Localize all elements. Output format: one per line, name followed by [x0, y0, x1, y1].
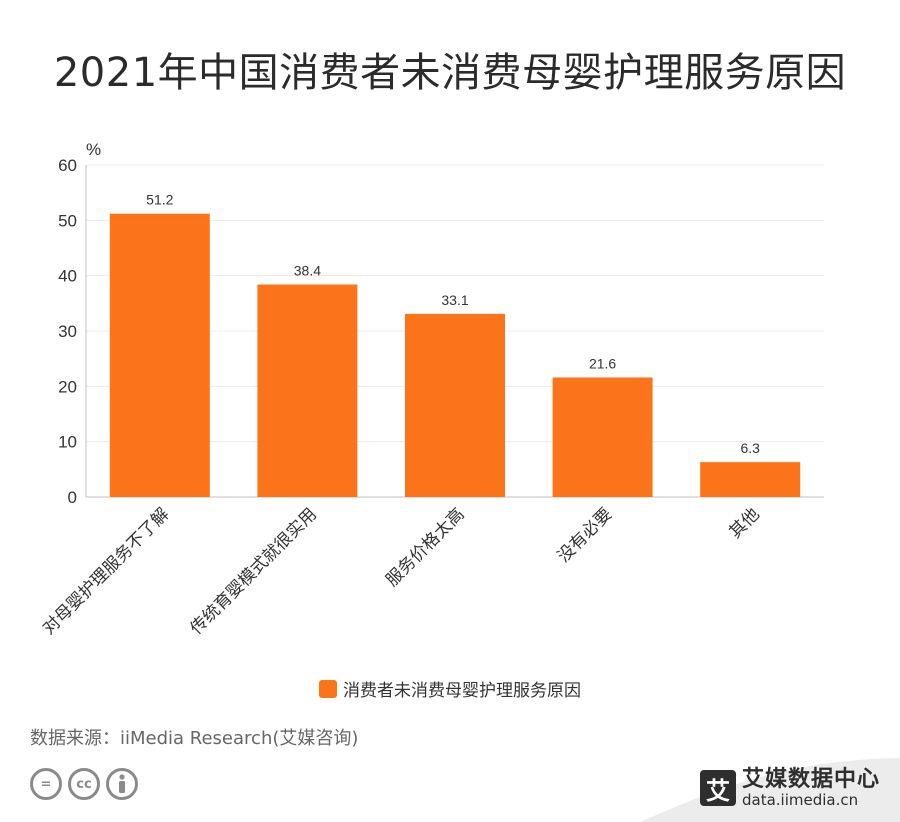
y-tick-label: 20 [58, 377, 77, 396]
data-label: 51.2 [146, 192, 173, 208]
legend-swatch [319, 679, 337, 698]
source-note: 数据来源：iiMedia Research(艾媒咨询) [30, 728, 359, 749]
x-category-label: 对母婴护理服务不了解 [39, 504, 173, 638]
brand-logo-icon: 艾 [699, 770, 736, 807]
bar-chart: 0 10 20 30 40 50 60% 51.2 对母婴护理服务不了解 38.4 传统育婴模式就很… [39, 140, 824, 639]
y-tick-label: 60 [58, 156, 77, 175]
cc-license-icon: cc [68, 768, 100, 800]
license-icons: = cc [30, 768, 138, 800]
y-tick-label: 30 [58, 322, 77, 341]
bar [257, 284, 358, 497]
x-category-label: 没有必要 [554, 504, 616, 566]
y-tick-label: 40 [58, 267, 77, 286]
brand-url: data.iimedia.cn [741, 791, 859, 810]
legend-label: 消费者未消费母婴护理服务原因 [343, 681, 581, 701]
brand: 艾 艾媒数据中心 data.iimedia.cn [699, 767, 880, 810]
bar [405, 313, 505, 497]
bar [552, 377, 653, 497]
data-label: 6.3 [740, 440, 760, 456]
nd-license-icon: = [30, 768, 62, 800]
x-category-label: 传统育婴模式就很实用 [187, 504, 321, 638]
chart-title: 2021年中国消费者未消费母婴护理服务原因 [53, 50, 847, 96]
bar [109, 213, 210, 497]
data-label: 21.6 [589, 355, 616, 371]
by-license-icon [106, 768, 138, 800]
x-category-label: 其他 [726, 504, 764, 542]
y-tick-label: 10 [58, 433, 77, 452]
x-category-label: 服务价格太高 [382, 504, 468, 590]
y-tick-label: 50 [58, 211, 77, 230]
bar [700, 462, 801, 497]
data-label: 33.1 [441, 292, 468, 308]
y-unit-label: % [86, 140, 101, 159]
brand-name: 艾媒数据中心 [741, 767, 880, 792]
legend: 消费者未消费母婴护理服务原因 [0, 676, 900, 701]
data-label: 38.4 [294, 263, 321, 279]
y-tick-label: 0 [68, 488, 77, 507]
